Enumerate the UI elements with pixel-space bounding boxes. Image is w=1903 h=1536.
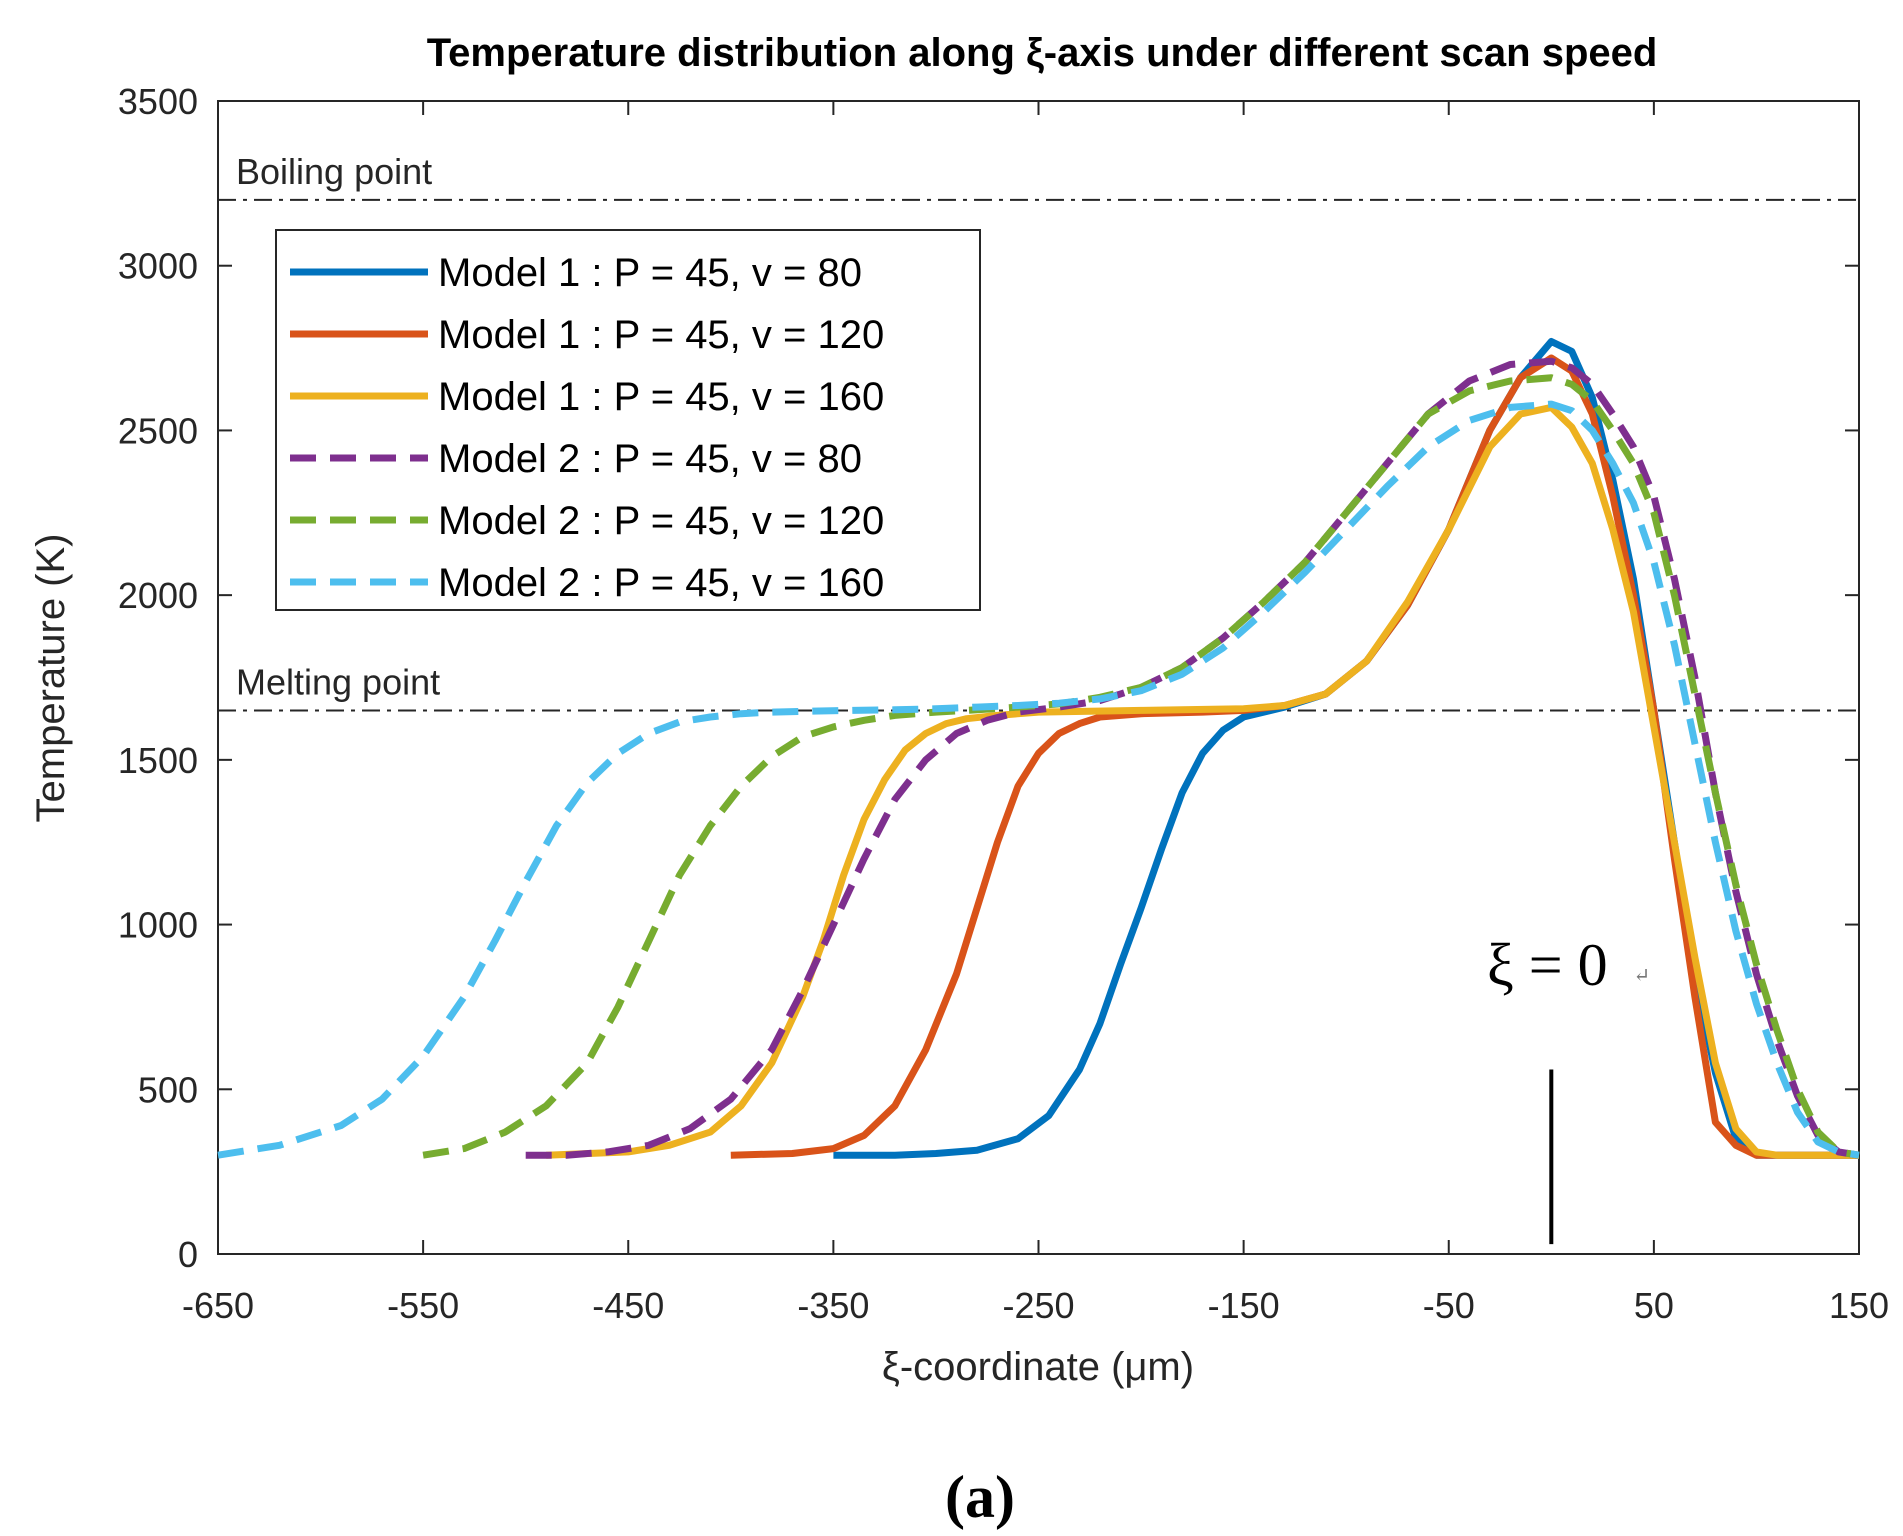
annotation-layer: ξ = 0 ↵ xyxy=(1487,932,1650,1245)
panel-label: (a) xyxy=(945,1464,1015,1530)
x-tick-label: -150 xyxy=(1208,1285,1280,1326)
y-tick-label: 1000 xyxy=(118,905,198,946)
y-tick-label: 3000 xyxy=(118,246,198,287)
x-axis-ticks: -650 -550 -450 -350 -250 -150 -50 50 150 xyxy=(182,101,1889,1326)
y-tick-label: 500 xyxy=(138,1069,198,1110)
y-axis-label: Temperature (K) xyxy=(29,534,73,823)
x-tick-label: -350 xyxy=(797,1285,869,1326)
legend-entry-label: Model 1 : P = 45, v = 160 xyxy=(438,375,884,419)
xi-zero-annotation: ξ = 0 xyxy=(1487,932,1608,998)
series-layer xyxy=(217,338,1860,1159)
x-tick-label: 50 xyxy=(1634,1285,1674,1326)
x-tick-label: -250 xyxy=(1002,1285,1074,1326)
legend: Model 1 : P = 45, v = 80 Model 1 : P = 45… xyxy=(275,229,981,611)
legend-entry-label: Model 2 : P = 45, v = 160 xyxy=(438,561,884,605)
x-axis-label: ξ-coordinate (μm) xyxy=(882,1345,1194,1389)
x-tick-label: -650 xyxy=(182,1285,254,1326)
y-tick-label: 1500 xyxy=(118,740,198,781)
reference-line-label: Boiling point xyxy=(236,151,432,192)
reference-line-label: Melting point xyxy=(236,661,440,702)
legend-entry-label: Model 1 : P = 45, v = 80 xyxy=(438,251,862,295)
x-tick-label: 150 xyxy=(1829,1285,1889,1326)
y-tick-label: 3500 xyxy=(118,81,198,122)
legend-box xyxy=(275,229,981,611)
y-axis-ticks: 0 500 1000 1500 2000 2500 3000 3500 xyxy=(118,81,1859,1275)
series-line xyxy=(422,374,1860,1159)
series-line xyxy=(217,400,1860,1159)
chart-title: Temperature distribution along ξ-axis un… xyxy=(427,31,1658,75)
return-mark: ↵ xyxy=(1633,965,1650,987)
x-tick-label: -550 xyxy=(387,1285,459,1326)
x-tick-label: -50 xyxy=(1423,1285,1475,1326)
legend-entry-label: Model 2 : P = 45, v = 80 xyxy=(438,437,862,481)
legend-entry-label: Model 1 : P = 45, v = 120 xyxy=(438,313,884,357)
plot-area: Boiling point Melting point ξ = 0 ↵ xyxy=(217,100,1860,1255)
y-tick-label: 2000 xyxy=(118,575,198,616)
y-tick-label: 2500 xyxy=(118,410,198,451)
y-tick-label: 0 xyxy=(178,1234,198,1275)
x-tick-label: -450 xyxy=(592,1285,664,1326)
legend-entry-label: Model 2 : P = 45, v = 120 xyxy=(438,499,884,543)
